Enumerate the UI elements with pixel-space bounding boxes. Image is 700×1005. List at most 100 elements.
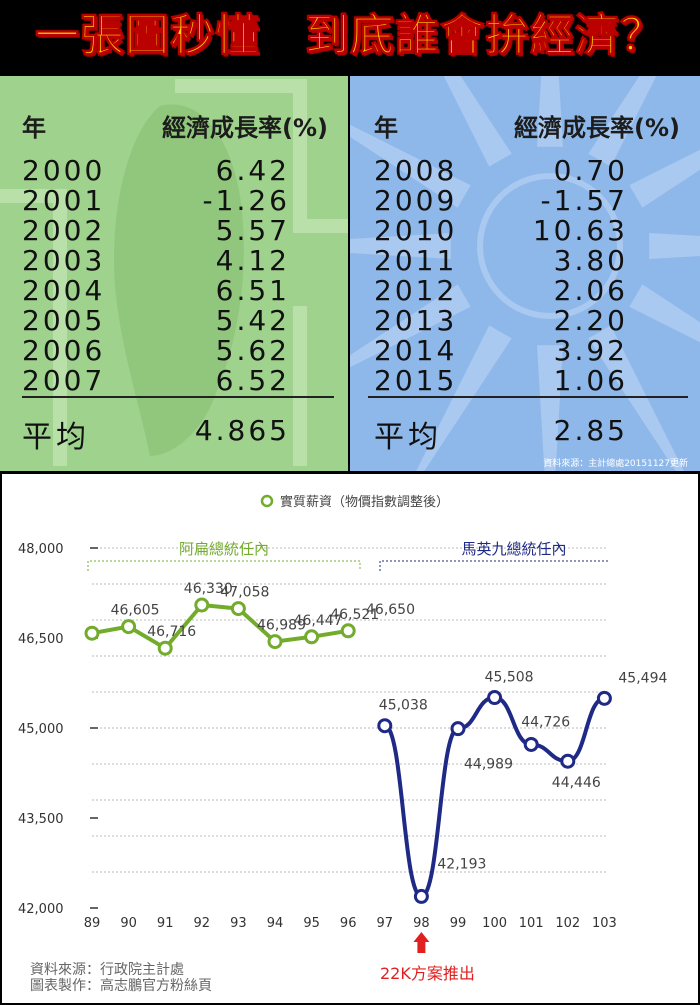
series-point-ma	[596, 690, 612, 706]
series-point-chen	[304, 629, 320, 645]
title-banner: 一張圖秒懂 到底誰會拚經濟？	[0, 0, 700, 74]
series-point-chen	[194, 597, 210, 613]
x-tick-label: 97	[377, 916, 394, 931]
table-row-rate: 5.57	[215, 214, 290, 247]
table-row-year: 2003	[22, 244, 106, 277]
data-label-ma: 44,989	[464, 757, 513, 773]
data-label-chen: 46,447	[294, 613, 343, 629]
table-row-year: 2004	[22, 274, 106, 307]
table-row-year: 2006	[22, 334, 106, 367]
table-row-rate: -1.26	[202, 184, 290, 217]
chart-canvas: 實質薪資（物價指數調整後） 42,000 43,500 45,000 46,500 48,…	[18, 494, 667, 983]
y-tick-label: 43,500	[18, 812, 64, 827]
table-row-rate: 0.70	[553, 154, 628, 187]
chart-source: 資料來源：行政院主計處 圖表製作：高志鵬官方粉絲頁	[30, 962, 212, 994]
taiwan-map-background	[0, 76, 348, 471]
table-row-year: 2010	[374, 214, 458, 247]
x-tick-label: 100	[482, 916, 507, 931]
table-row-rate: 6.52	[215, 364, 290, 397]
x-tick-label: 99	[450, 916, 467, 931]
right-divider	[368, 396, 688, 398]
x-tick-label: 91	[157, 916, 174, 931]
x-tick-label: 94	[267, 916, 284, 931]
data-label-chen: 46,989	[257, 618, 306, 634]
table-row-year: 2011	[374, 244, 458, 277]
table-row-rate: 5.42	[215, 304, 290, 337]
sun-ray	[350, 284, 471, 368]
table-row-rate: 4.12	[215, 244, 290, 277]
x-tick-label: 90	[120, 916, 137, 931]
left-divider	[22, 396, 334, 398]
data-label-ma: 45,038	[379, 698, 428, 714]
series-point-chen	[267, 634, 283, 650]
data-label-chen: 47,058	[220, 585, 269, 601]
data-label-ma: 44,726	[521, 714, 570, 730]
left-avg-value: 4.865	[194, 414, 290, 447]
y-tick-label: 48,000	[18, 542, 64, 557]
sun-ray	[649, 233, 700, 259]
table-row-year: 2007	[22, 364, 106, 397]
sun-emblem-background	[350, 76, 700, 471]
sun-ray	[629, 149, 700, 208]
sun-ray	[537, 76, 563, 147]
data-label-chen: 46,716	[147, 624, 196, 640]
table-row-year: 2013	[374, 304, 458, 337]
series-point-ma	[560, 753, 576, 769]
x-tick-label: 92	[194, 916, 211, 931]
right-avg-label: 平均	[374, 420, 442, 455]
period-bracket-ma	[379, 560, 608, 571]
right-avg-value: 2.85	[553, 414, 628, 447]
annotation-arrow-head	[413, 932, 430, 942]
y-tick-label: 46,500	[18, 632, 64, 647]
real-wage-chart: 實質薪資（物價指數調整後） 42,000 43,500 45,000 46,500 48,…	[2, 474, 698, 1003]
sun-ray	[588, 76, 657, 167]
chart-source-line-1: 資料來源：行政院主計處	[30, 962, 184, 978]
y-tick-label: 42,000	[18, 902, 64, 917]
table-row-rate: 6.42	[215, 154, 290, 187]
table-row-rate: 1.06	[553, 364, 628, 397]
left-header-rate: 經濟成長率(%)	[162, 114, 328, 142]
left-header-year: 年	[22, 114, 46, 142]
table-row-year: 2012	[374, 274, 458, 307]
series-point-ma	[377, 718, 393, 734]
annotation-arrow-shaft	[417, 941, 426, 953]
table-row-rate: 2.20	[553, 304, 628, 337]
series-point-chen	[157, 640, 173, 656]
table-row-rate: 6.51	[215, 274, 290, 307]
table-row-year: 2001	[22, 184, 106, 217]
table-row-year: 2002	[22, 214, 106, 247]
period-bracket-chen	[87, 560, 361, 571]
sun-ray	[588, 325, 684, 471]
x-tick-label: 89	[84, 916, 101, 931]
data-label-chen: 46,605	[111, 603, 160, 619]
table-row-year: 2008	[374, 154, 458, 187]
sun-ray	[350, 233, 451, 259]
series-point-ma	[487, 690, 503, 706]
series-point-chen	[340, 623, 356, 639]
banner-title: 一張圖秒懂 到底誰會拚經濟？	[35, 10, 665, 62]
table-row-year: 2005	[22, 304, 106, 337]
table-row-year: 2000	[22, 154, 106, 187]
table-row-year: 2009	[374, 184, 458, 217]
sun-ray	[416, 325, 512, 471]
series-point-ma	[413, 888, 429, 904]
left-growth-table: 年 經濟成長率(%) 2000 6.42 2001 -1.26 2002 5.57 2003…	[0, 76, 348, 471]
data-label-ma: 44,446	[552, 775, 601, 791]
series-point-chen	[230, 601, 246, 617]
legend-marker	[260, 494, 274, 508]
series-point-chen	[121, 619, 137, 635]
data-label-chen: 46,330	[184, 581, 233, 597]
table-row-year: 2015	[374, 364, 458, 397]
period-label-ma: 馬英九總統任內	[461, 540, 566, 558]
annotation-22k: 22K方案推出	[380, 964, 475, 983]
table-row-rate: 2.06	[553, 274, 628, 307]
sun-ray	[537, 345, 563, 471]
x-tick-label: 98	[413, 916, 430, 931]
right-header-year: 年	[374, 114, 398, 142]
data-label-ma: 45,494	[618, 670, 667, 686]
sun-ray	[350, 124, 471, 208]
table-row-rate: 5.62	[215, 334, 290, 367]
top-source-note: 資料來源：主計總處20151127更新	[543, 459, 688, 469]
x-tick-label: 101	[519, 916, 544, 931]
data-label-chen: 46,521	[330, 607, 379, 623]
